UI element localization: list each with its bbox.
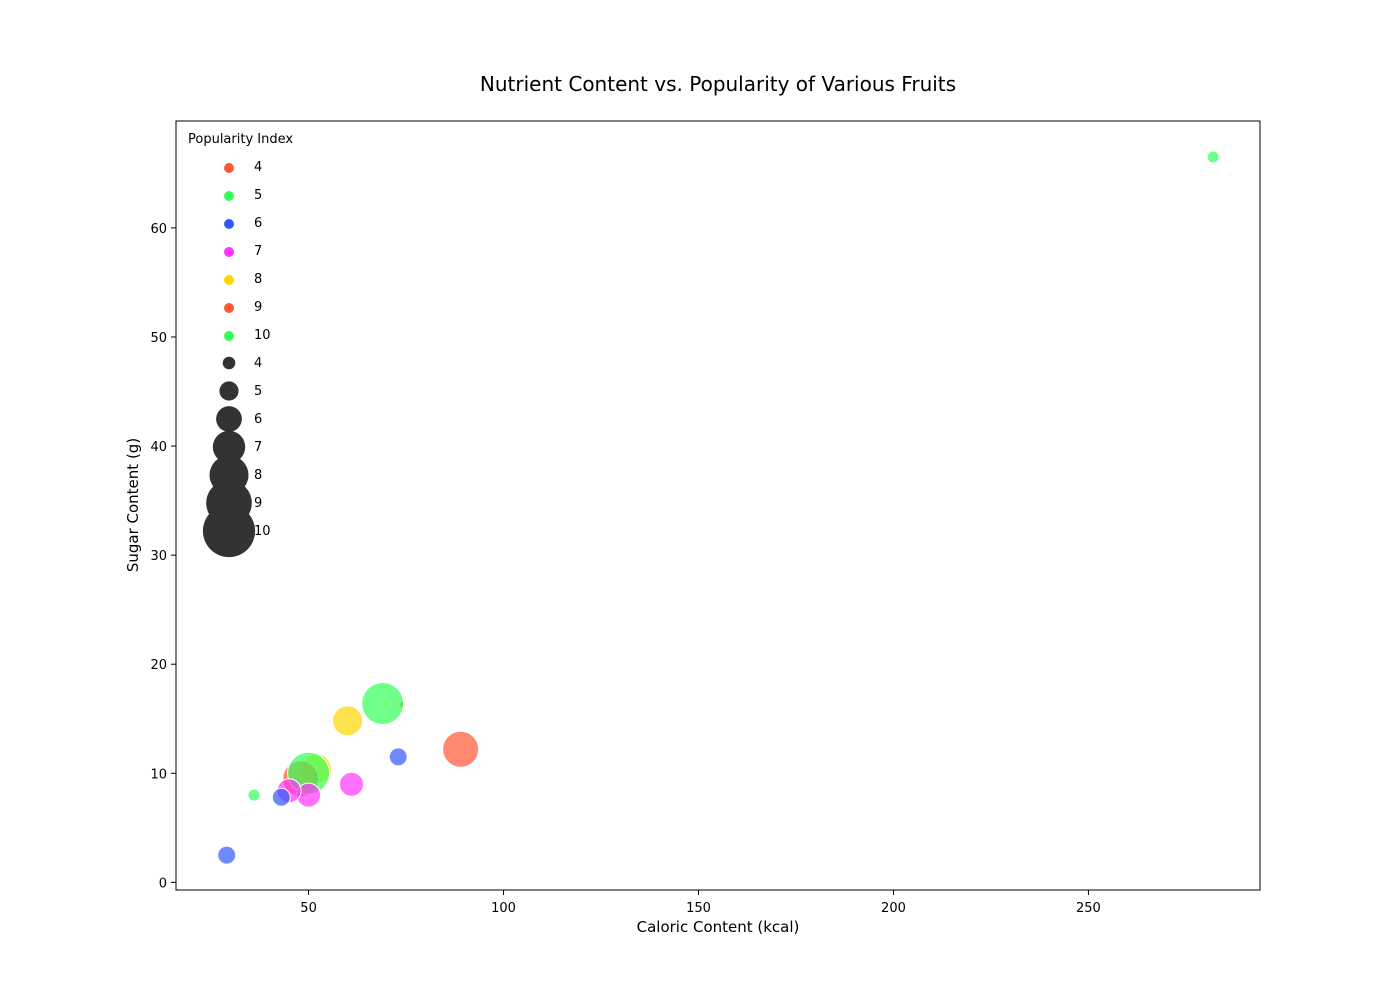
data-point-10 bbox=[338, 771, 364, 797]
legend-size-label: 10 bbox=[254, 524, 271, 539]
plot-area-frame bbox=[175, 120, 1261, 891]
legend-hue-label: 9 bbox=[254, 300, 262, 315]
legend-hue-label: 4 bbox=[254, 160, 262, 175]
x-tick-label: 50 bbox=[300, 901, 317, 916]
legend-size-label: 5 bbox=[254, 384, 262, 399]
x-axis-ticks: 50 100 150 200 250 bbox=[300, 890, 1101, 916]
data-point-4 bbox=[332, 705, 364, 737]
legend-size-label: 4 bbox=[254, 356, 262, 371]
legend-hue-label: 8 bbox=[254, 272, 262, 287]
y-axis-ticks: 0 10 20 30 40 50 60 bbox=[150, 222, 176, 891]
x-axis-label: Caloric Content (kcal) bbox=[637, 918, 800, 936]
data-point-14 bbox=[247, 788, 261, 802]
legend-size-marker bbox=[202, 504, 256, 558]
y-tick-label: 0 bbox=[159, 876, 167, 891]
legend-title: Popularity Index bbox=[188, 132, 293, 147]
x-tick-label: 100 bbox=[491, 901, 516, 916]
data-points bbox=[217, 150, 1220, 865]
data-point-3 bbox=[361, 681, 405, 725]
legend-hue-marker bbox=[224, 331, 234, 341]
legend-hue-marker bbox=[224, 163, 234, 173]
x-tick-label: 150 bbox=[686, 901, 711, 916]
legend-size-marker bbox=[212, 430, 246, 464]
y-tick-label: 40 bbox=[150, 440, 167, 455]
y-axis-label: Sugar Content (g) bbox=[124, 438, 142, 572]
y-tick-label: 10 bbox=[150, 767, 167, 782]
legend-hue-marker bbox=[224, 275, 234, 285]
y-tick-label: 50 bbox=[150, 331, 167, 346]
data-point-5 bbox=[442, 730, 480, 768]
data-point-1 bbox=[1206, 150, 1220, 164]
data-point-15 bbox=[217, 845, 237, 865]
y-tick-label: 20 bbox=[150, 658, 167, 673]
legend-size-label: 6 bbox=[254, 412, 262, 427]
legend-hue-label: 6 bbox=[254, 216, 262, 231]
y-tick-label: 30 bbox=[150, 549, 167, 564]
x-tick-label: 200 bbox=[881, 901, 906, 916]
legend-hue-label: 10 bbox=[254, 328, 271, 343]
data-point-6 bbox=[388, 747, 408, 767]
chart-title: Nutrient Content vs. Popularity of Vario… bbox=[480, 72, 956, 96]
legend-hue-marker bbox=[224, 219, 234, 229]
legend-hue-label: 7 bbox=[254, 244, 262, 259]
legend-hue-marker bbox=[224, 191, 234, 201]
legend-size-label: 7 bbox=[254, 440, 262, 455]
y-tick-label: 60 bbox=[150, 222, 167, 237]
legend-hue-label: 5 bbox=[254, 188, 262, 203]
legend-hue-marker bbox=[224, 247, 234, 257]
legend-size-label: 8 bbox=[254, 468, 262, 483]
x-tick-label: 250 bbox=[1076, 901, 1101, 916]
data-point-13 bbox=[271, 787, 291, 807]
legend-size-marker bbox=[222, 356, 236, 370]
legend-size-marker bbox=[216, 406, 242, 432]
legend-size-label: 9 bbox=[254, 496, 262, 511]
legend-hue-marker bbox=[224, 303, 234, 313]
legend: Popularity Index 4 5 6 7 8 9 10 4 5 6 7 8 9 10 bbox=[188, 132, 293, 558]
legend-size-marker bbox=[219, 381, 239, 401]
